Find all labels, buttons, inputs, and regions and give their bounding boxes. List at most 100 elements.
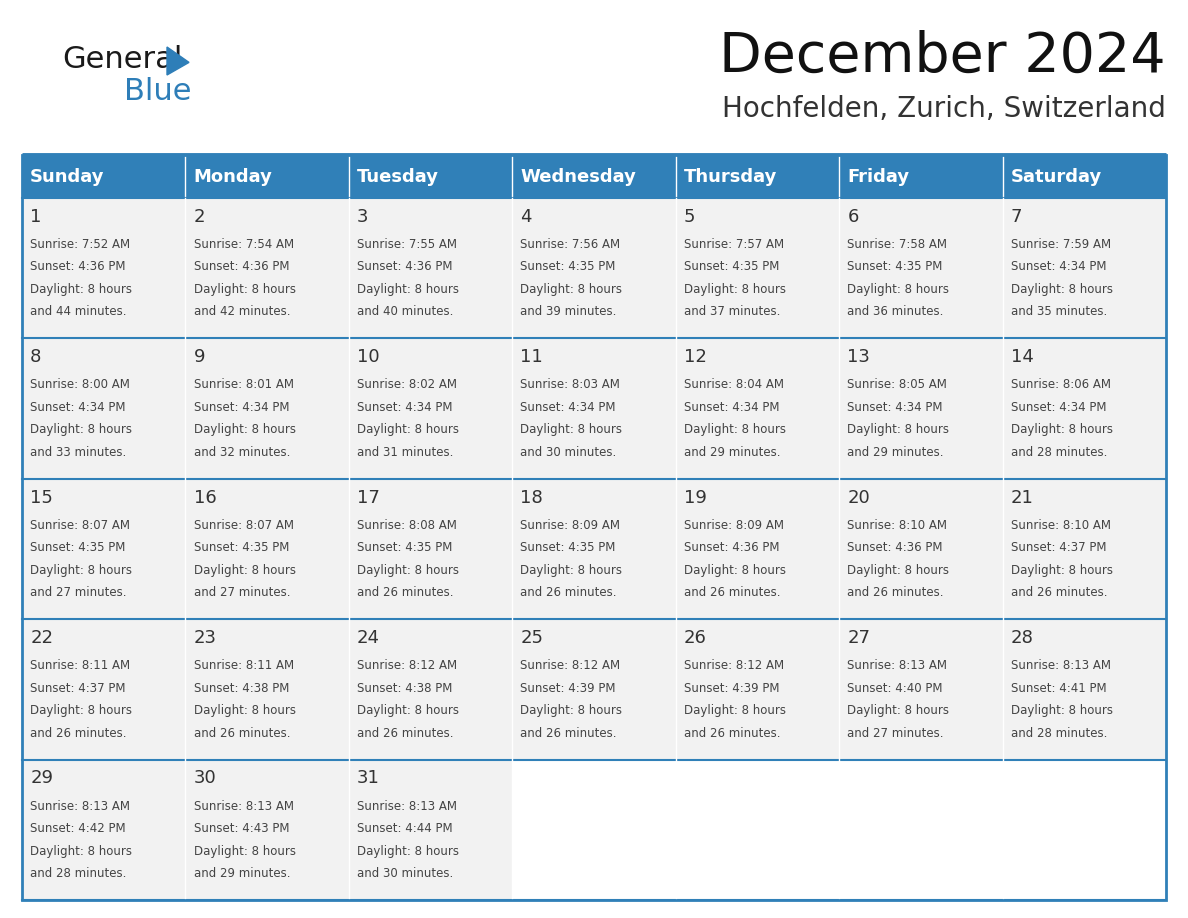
Text: Sunset: 4:35 PM: Sunset: 4:35 PM (520, 261, 615, 274)
Text: and 37 minutes.: and 37 minutes. (684, 306, 781, 319)
Text: Sunrise: 8:08 AM: Sunrise: 8:08 AM (358, 519, 457, 532)
Text: 24: 24 (358, 629, 380, 647)
Text: 23: 23 (194, 629, 216, 647)
Text: Sunrise: 7:54 AM: Sunrise: 7:54 AM (194, 238, 293, 251)
Text: and 27 minutes.: and 27 minutes. (30, 587, 127, 599)
Bar (349, 620, 512, 759)
Text: and 39 minutes.: and 39 minutes. (520, 306, 617, 319)
Bar (676, 198, 839, 339)
Text: Daylight: 8 hours: Daylight: 8 hours (520, 564, 623, 577)
Bar (23, 339, 185, 479)
Text: Sunset: 4:40 PM: Sunset: 4:40 PM (847, 682, 943, 695)
Text: and 26 minutes.: and 26 minutes. (358, 587, 454, 599)
Text: and 28 minutes.: and 28 minutes. (1011, 446, 1107, 459)
Text: 3: 3 (358, 207, 368, 226)
Text: and 40 minutes.: and 40 minutes. (358, 306, 454, 319)
Text: 29: 29 (30, 769, 53, 788)
Text: Sunrise: 8:05 AM: Sunrise: 8:05 AM (847, 378, 947, 391)
Text: Daylight: 8 hours: Daylight: 8 hours (1011, 423, 1113, 436)
Text: 20: 20 (847, 488, 870, 507)
Bar (185, 198, 349, 339)
Text: Daylight: 8 hours: Daylight: 8 hours (847, 564, 949, 577)
Text: Sunset: 4:34 PM: Sunset: 4:34 PM (358, 401, 453, 414)
Text: Sunset: 4:39 PM: Sunset: 4:39 PM (684, 682, 779, 695)
Text: Sunset: 4:44 PM: Sunset: 4:44 PM (358, 823, 453, 835)
Text: 1: 1 (30, 207, 42, 226)
Text: Daylight: 8 hours: Daylight: 8 hours (194, 423, 296, 436)
Bar (349, 155, 512, 198)
Text: 10: 10 (358, 348, 380, 366)
Bar (23, 759, 185, 900)
Text: Sunset: 4:35 PM: Sunset: 4:35 PM (194, 542, 289, 554)
Bar (185, 339, 349, 479)
Text: Monday: Monday (194, 167, 272, 185)
Bar (512, 155, 676, 198)
Text: and 26 minutes.: and 26 minutes. (684, 587, 781, 599)
Text: Sunrise: 8:13 AM: Sunrise: 8:13 AM (358, 800, 457, 812)
Text: Daylight: 8 hours: Daylight: 8 hours (520, 704, 623, 717)
Text: Hochfelden, Zurich, Switzerland: Hochfelden, Zurich, Switzerland (722, 95, 1165, 123)
Text: 28: 28 (1011, 629, 1034, 647)
Text: 31: 31 (358, 769, 380, 788)
Text: Daylight: 8 hours: Daylight: 8 hours (194, 845, 296, 857)
Text: Daylight: 8 hours: Daylight: 8 hours (1011, 564, 1113, 577)
Text: and 26 minutes.: and 26 minutes. (358, 727, 454, 740)
Text: Blue: Blue (124, 77, 191, 106)
Text: Sunset: 4:34 PM: Sunset: 4:34 PM (194, 401, 289, 414)
Text: and 30 minutes.: and 30 minutes. (520, 446, 617, 459)
Bar (839, 198, 1003, 339)
Text: Sunrise: 7:56 AM: Sunrise: 7:56 AM (520, 238, 620, 251)
Text: Daylight: 8 hours: Daylight: 8 hours (30, 283, 132, 296)
Text: Sunrise: 8:01 AM: Sunrise: 8:01 AM (194, 378, 293, 391)
Text: Sunset: 4:35 PM: Sunset: 4:35 PM (520, 542, 615, 554)
Bar (839, 155, 1003, 198)
Text: Sunrise: 7:59 AM: Sunrise: 7:59 AM (1011, 238, 1111, 251)
Text: and 42 minutes.: and 42 minutes. (194, 306, 290, 319)
Text: and 29 minutes.: and 29 minutes. (684, 446, 781, 459)
Bar (676, 479, 839, 620)
Bar (23, 479, 185, 620)
Text: 11: 11 (520, 348, 543, 366)
Bar (185, 155, 349, 198)
Bar (349, 198, 512, 339)
Text: Sunset: 4:34 PM: Sunset: 4:34 PM (30, 401, 126, 414)
Text: Sunset: 4:36 PM: Sunset: 4:36 PM (358, 261, 453, 274)
Text: Sunset: 4:36 PM: Sunset: 4:36 PM (30, 261, 126, 274)
Text: Sunset: 4:37 PM: Sunset: 4:37 PM (30, 682, 126, 695)
Text: Daylight: 8 hours: Daylight: 8 hours (847, 704, 949, 717)
Bar (349, 339, 512, 479)
Text: 9: 9 (194, 348, 206, 366)
Text: Sunrise: 8:00 AM: Sunrise: 8:00 AM (30, 378, 129, 391)
Text: and 31 minutes.: and 31 minutes. (358, 446, 454, 459)
Text: Sunrise: 8:10 AM: Sunrise: 8:10 AM (847, 519, 947, 532)
Bar (185, 759, 349, 900)
Text: 7: 7 (1011, 207, 1022, 226)
Text: December 2024: December 2024 (720, 30, 1165, 84)
Text: and 28 minutes.: and 28 minutes. (1011, 727, 1107, 740)
Text: 17: 17 (358, 488, 380, 507)
Text: 5: 5 (684, 207, 695, 226)
Text: and 26 minutes.: and 26 minutes. (194, 727, 290, 740)
Text: Sunset: 4:35 PM: Sunset: 4:35 PM (30, 542, 126, 554)
Text: 6: 6 (847, 207, 859, 226)
Text: Daylight: 8 hours: Daylight: 8 hours (358, 845, 459, 857)
Text: 26: 26 (684, 629, 707, 647)
Text: 25: 25 (520, 629, 543, 647)
Text: Sunset: 4:34 PM: Sunset: 4:34 PM (847, 401, 943, 414)
Bar (349, 479, 512, 620)
Text: Sunrise: 8:13 AM: Sunrise: 8:13 AM (847, 659, 947, 672)
Text: and 30 minutes.: and 30 minutes. (358, 867, 454, 880)
Text: 15: 15 (30, 488, 53, 507)
Text: and 26 minutes.: and 26 minutes. (1011, 587, 1107, 599)
Text: and 26 minutes.: and 26 minutes. (684, 727, 781, 740)
Text: and 32 minutes.: and 32 minutes. (194, 446, 290, 459)
Text: Sunset: 4:36 PM: Sunset: 4:36 PM (684, 542, 779, 554)
Text: and 26 minutes.: and 26 minutes. (847, 587, 943, 599)
Text: 14: 14 (1011, 348, 1034, 366)
Text: Daylight: 8 hours: Daylight: 8 hours (684, 704, 786, 717)
Polygon shape (168, 47, 189, 75)
Text: Sunrise: 8:09 AM: Sunrise: 8:09 AM (520, 519, 620, 532)
Text: and 36 minutes.: and 36 minutes. (847, 306, 943, 319)
Bar (839, 620, 1003, 759)
Text: and 27 minutes.: and 27 minutes. (194, 587, 290, 599)
